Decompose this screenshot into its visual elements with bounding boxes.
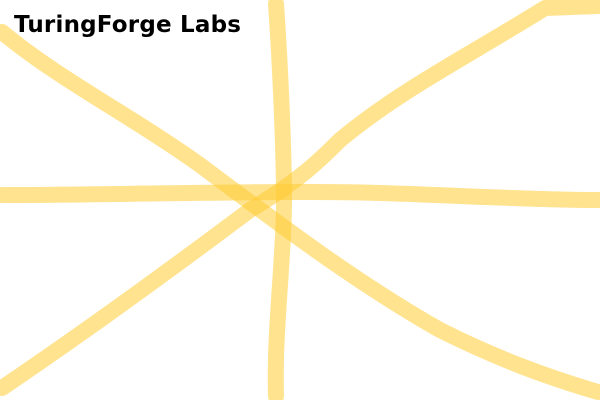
brush-stroke-vertical (267, 0, 292, 400)
brand-title: TuringForge Labs (14, 12, 242, 38)
brush-stroke-diagonal-descending (0, 24, 600, 400)
brush-stroke-horizontal (0, 184, 600, 208)
